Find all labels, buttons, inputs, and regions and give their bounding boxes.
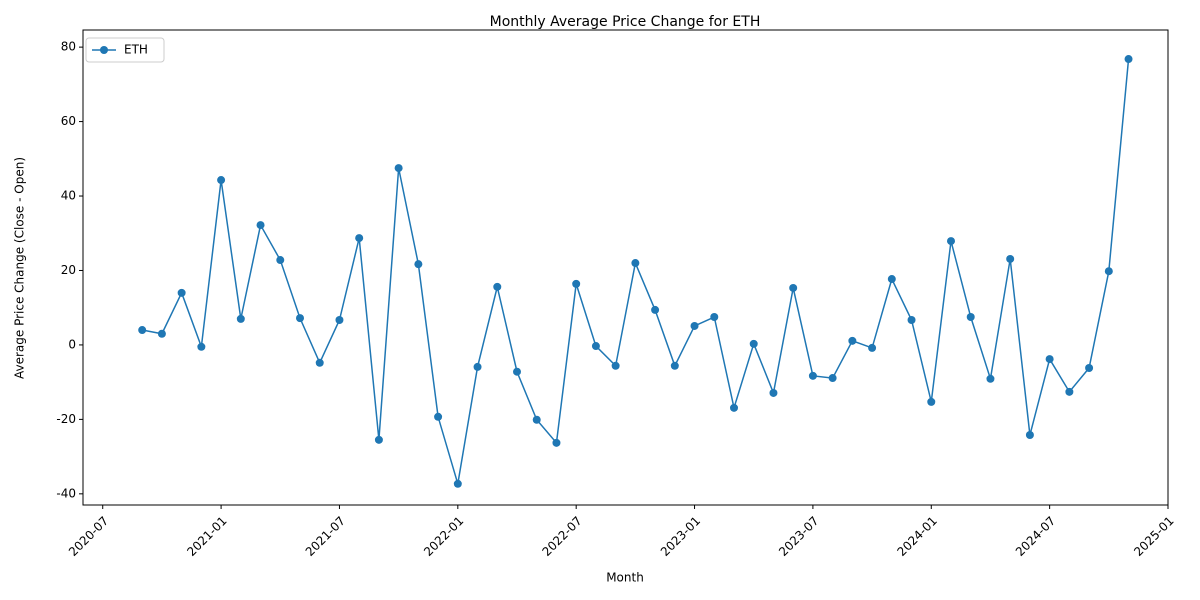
y-tick-label: -20 [56, 412, 76, 426]
x-tick-label: 2022-07 [539, 514, 584, 559]
data-point [611, 361, 620, 370]
legend-box [85, 37, 165, 63]
data-point [236, 314, 245, 323]
data-point [828, 374, 837, 383]
data-point [414, 260, 423, 269]
data-point [966, 313, 975, 322]
data-point [769, 388, 778, 397]
data-point [907, 315, 916, 324]
y-axis-label: Average Price Change (Close - Open) [13, 157, 27, 379]
data-point [887, 275, 896, 284]
data-point [513, 367, 521, 376]
x-tick-label: 2023-01 [658, 514, 703, 559]
data-point [355, 234, 364, 243]
data-point [631, 259, 640, 268]
y-tick-label: 40 [61, 189, 76, 203]
data-point [808, 371, 817, 380]
data-point [473, 362, 482, 371]
x-tick-label: 2023-07 [776, 514, 821, 559]
y-tick-label: 80 [61, 40, 76, 54]
data-point [453, 479, 462, 488]
y-tick-label: 60 [61, 114, 76, 128]
data-point [296, 314, 304, 323]
data-point [315, 358, 324, 367]
data-point [532, 415, 541, 424]
data-point [572, 279, 581, 288]
data-point [1025, 431, 1034, 440]
x-tick-label: 2024-01 [895, 514, 940, 559]
data-point [256, 221, 265, 230]
data-point [493, 282, 502, 291]
x-tick-label: 2022-01 [421, 514, 466, 559]
data-point [138, 326, 147, 335]
data-point [947, 237, 955, 246]
data-point [335, 315, 344, 324]
data-point [1085, 364, 1094, 373]
plot-frame [82, 29, 1169, 506]
data-point [217, 176, 226, 185]
data-point [749, 339, 758, 348]
data-point [690, 321, 699, 330]
data-point [552, 438, 561, 447]
data-point [276, 256, 285, 265]
legend-label: ETH [124, 43, 148, 57]
data-point [651, 305, 660, 314]
data-point [789, 283, 798, 292]
series-line [142, 58, 1130, 484]
legend-marker [100, 46, 108, 54]
data-point [1104, 267, 1113, 276]
data-point [670, 361, 679, 370]
x-tick-label: 2021-01 [184, 514, 229, 559]
data-point [1045, 355, 1054, 364]
data-point [1006, 254, 1015, 263]
data-point [394, 164, 403, 173]
data-point [1065, 387, 1074, 396]
x-tick-label: 2024-07 [1013, 514, 1058, 559]
chart-title: Monthly Average Price Change for ETH [490, 14, 761, 30]
data-point [927, 397, 936, 406]
data-point [374, 435, 383, 444]
x-tick-label: 2021-07 [303, 514, 348, 559]
data-point [710, 313, 719, 322]
data-point [848, 336, 857, 345]
data-point [986, 374, 995, 383]
data-point [1124, 55, 1133, 64]
y-tick-label: 20 [61, 263, 76, 277]
x-tick-label: 2025-01 [1131, 514, 1176, 559]
x-tick-label: 2020-07 [66, 514, 111, 559]
data-point [868, 343, 877, 352]
data-point [177, 288, 186, 297]
x-axis-label: Month [606, 571, 644, 585]
data-point [730, 403, 738, 412]
y-tick-label: 0 [68, 337, 76, 351]
data-point [591, 342, 600, 351]
data-point [197, 342, 206, 351]
data-point [157, 329, 166, 338]
y-tick-label: -40 [56, 486, 76, 500]
data-point [434, 412, 443, 421]
